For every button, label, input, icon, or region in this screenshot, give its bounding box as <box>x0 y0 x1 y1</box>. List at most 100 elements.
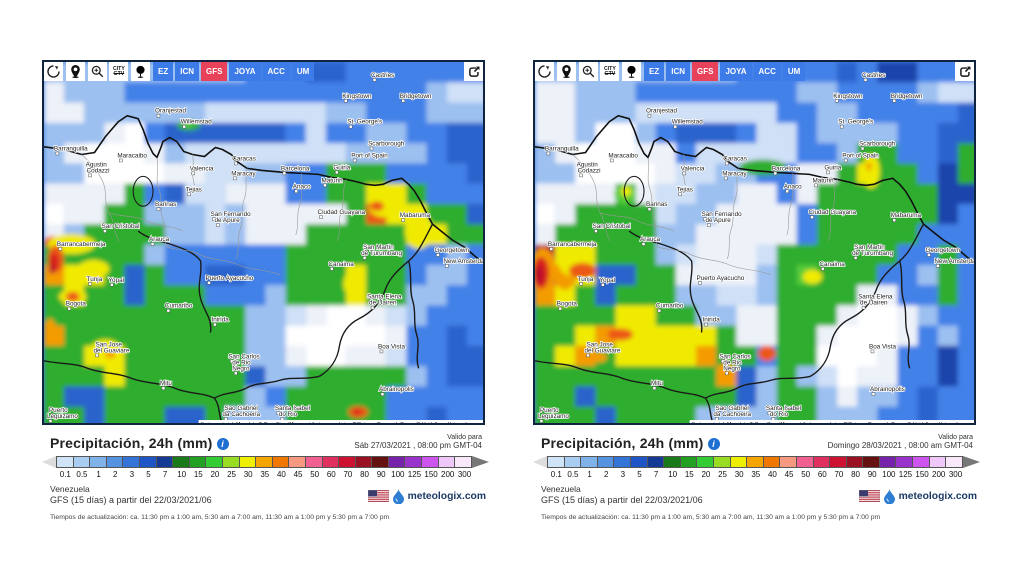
svg-text:Inirida: Inirida <box>702 317 720 324</box>
svg-text:Mitu: Mitu <box>160 380 172 387</box>
svg-text:Castries: Castries <box>371 72 394 79</box>
svg-text:Bridgetown: Bridgetown <box>400 93 432 100</box>
svg-text:Maturin: Maturin <box>321 177 343 184</box>
svg-text:Sao Gabriel: Sao Gabriel <box>224 405 257 412</box>
svg-text:Guiria: Guiria <box>824 164 841 171</box>
svg-text:do Rio: do Rio <box>770 411 789 418</box>
svg-text:Barcelona: Barcelona <box>772 165 801 172</box>
svg-text:Willemstad: Willemstad <box>181 119 212 126</box>
svg-text:Barcelona: Barcelona <box>281 165 310 172</box>
svg-text:Agustin: Agustin <box>86 161 108 168</box>
svg-text:de Apure: de Apure <box>214 217 240 224</box>
svg-text:Arauca: Arauca <box>149 236 170 243</box>
svg-text:Yopal: Yopal <box>108 277 124 284</box>
svg-text:New Amsterdam: New Amsterdam <box>934 258 976 265</box>
svg-text:Barranquilla: Barranquilla <box>545 146 579 153</box>
svg-text:St. George's: St. George's <box>838 119 873 126</box>
svg-text:Oranjestad: Oranjestad <box>155 108 186 115</box>
svg-text:Castries: Castries <box>862 72 885 79</box>
svg-text:Scarborough: Scarborough <box>368 141 405 148</box>
svg-text:Kartenmaterial: Map data © Ope: Kartenmaterial: Map data © OpenStreetMap… <box>692 421 962 425</box>
svg-text:Puerto Ayacucho: Puerto Ayacucho <box>697 275 745 282</box>
svg-text:do Rio: do Rio <box>279 411 298 418</box>
svg-text:Maracay: Maracay <box>722 170 747 177</box>
svg-text:Valencia: Valencia <box>190 165 214 172</box>
svg-text:Maracaibo: Maracaibo <box>117 152 147 159</box>
svg-text:Cumaribo: Cumaribo <box>656 303 684 310</box>
svg-text:Valencia: Valencia <box>681 165 705 172</box>
svg-text:Maturin: Maturin <box>812 177 834 184</box>
svg-text:Sao Gabriel: Sao Gabriel <box>715 405 748 412</box>
svg-text:Bogota: Bogota <box>557 301 578 308</box>
svg-text:da Cachoeira: da Cachoeira <box>222 411 260 418</box>
svg-text:San Jose: San Jose <box>587 341 614 348</box>
svg-text:Mabaruma: Mabaruma <box>891 212 922 219</box>
svg-text:Agustin: Agustin <box>577 161 599 168</box>
svg-text:Kingstown: Kingstown <box>833 93 863 100</box>
svg-text:Codazzi: Codazzi <box>578 167 601 174</box>
svg-text:de Rio: de Rio <box>232 359 251 366</box>
svg-text:Barranquilla: Barranquilla <box>54 146 88 153</box>
svg-text:Tunja: Tunja <box>87 276 103 283</box>
svg-text:Barrancabermeja: Barrancabermeja <box>57 241 106 248</box>
svg-text:Boa Vista: Boa Vista <box>378 343 405 350</box>
svg-text:Port of Spain: Port of Spain <box>842 152 879 159</box>
svg-text:Tejias: Tejias <box>186 186 202 193</box>
svg-text:Guiria: Guiria <box>333 164 350 171</box>
svg-text:New Amsterdam: New Amsterdam <box>443 258 485 265</box>
svg-text:Oranjestad: Oranjestad <box>646 108 677 115</box>
svg-text:San Carlos: San Carlos <box>719 353 750 360</box>
svg-text:Santa Isabel: Santa Isabel <box>766 405 801 412</box>
svg-text:Arauca: Arauca <box>640 236 661 243</box>
svg-text:San Martin: San Martin <box>363 244 394 251</box>
svg-text:de Uairen: de Uairen <box>860 300 888 307</box>
svg-text:Caracas: Caracas <box>232 155 256 162</box>
svg-text:Bridgetown: Bridgetown <box>891 93 923 100</box>
svg-text:Tunja: Tunja <box>578 276 594 283</box>
svg-text:Mabaruma: Mabaruma <box>400 212 431 219</box>
svg-text:da Cachoeira: da Cachoeira <box>713 411 751 418</box>
svg-text:Anaco: Anaco <box>293 183 311 190</box>
svg-text:Cumaribo: Cumaribo <box>165 303 193 310</box>
svg-text:Bogota: Bogota <box>66 301 87 308</box>
svg-text:Georgetown: Georgetown <box>434 247 469 254</box>
svg-text:del Guaviare: del Guaviare <box>585 347 621 354</box>
svg-text:Caracas: Caracas <box>723 155 747 162</box>
svg-text:de Apure: de Apure <box>705 217 731 224</box>
svg-text:Anaco: Anaco <box>784 183 802 190</box>
svg-text:Puerto: Puerto <box>540 407 559 414</box>
svg-text:San Cristobal: San Cristobal <box>101 223 139 230</box>
svg-text:San Fernando: San Fernando <box>210 211 251 218</box>
svg-text:Barrancabermeja: Barrancabermeja <box>548 241 597 248</box>
svg-text:Negro: Negro <box>723 365 741 372</box>
svg-text:San Fernando: San Fernando <box>701 211 742 218</box>
svg-text:Barinas: Barinas <box>155 201 176 208</box>
svg-text:Abrainopolis: Abrainopolis <box>379 386 414 393</box>
svg-text:Port of Spain: Port of Spain <box>351 152 388 159</box>
svg-text:Georgetown: Georgetown <box>925 247 960 254</box>
svg-text:Kingstown: Kingstown <box>342 93 372 100</box>
svg-text:Puerto Ayacucho: Puerto Ayacucho <box>206 275 254 282</box>
svg-text:Mitu: Mitu <box>651 380 663 387</box>
svg-text:Puerto: Puerto <box>49 407 68 414</box>
svg-text:Santa Elena: Santa Elena <box>858 294 893 301</box>
svg-text:Yopal: Yopal <box>599 277 615 284</box>
svg-text:de Turumbang: de Turumbang <box>361 250 402 257</box>
svg-text:Boa Vista: Boa Vista <box>869 343 896 350</box>
svg-text:Scarborough: Scarborough <box>859 141 896 148</box>
svg-text:de Turumbang: de Turumbang <box>852 250 893 257</box>
svg-text:St. George's: St. George's <box>347 119 382 126</box>
svg-text:Barinas: Barinas <box>646 201 667 208</box>
svg-text:Canaima: Canaima <box>819 261 845 268</box>
svg-text:San Cristobal: San Cristobal <box>592 223 630 230</box>
svg-text:Inirida: Inirida <box>211 317 229 324</box>
svg-text:Negro: Negro <box>232 365 250 372</box>
svg-text:Canaima: Canaima <box>328 261 354 268</box>
svg-text:San Jose: San Jose <box>96 341 123 348</box>
svg-text:Ciudad Guayana: Ciudad Guayana <box>318 209 366 216</box>
svg-text:Kartenmaterial: Map data © Ope: Kartenmaterial: Map data © OpenStreetMap… <box>201 421 471 425</box>
svg-text:del Guaviare: del Guaviare <box>94 347 130 354</box>
svg-text:Santa Isabel: Santa Isabel <box>275 405 310 412</box>
svg-text:Maracay: Maracay <box>231 170 256 177</box>
svg-text:San Carlos: San Carlos <box>228 353 259 360</box>
